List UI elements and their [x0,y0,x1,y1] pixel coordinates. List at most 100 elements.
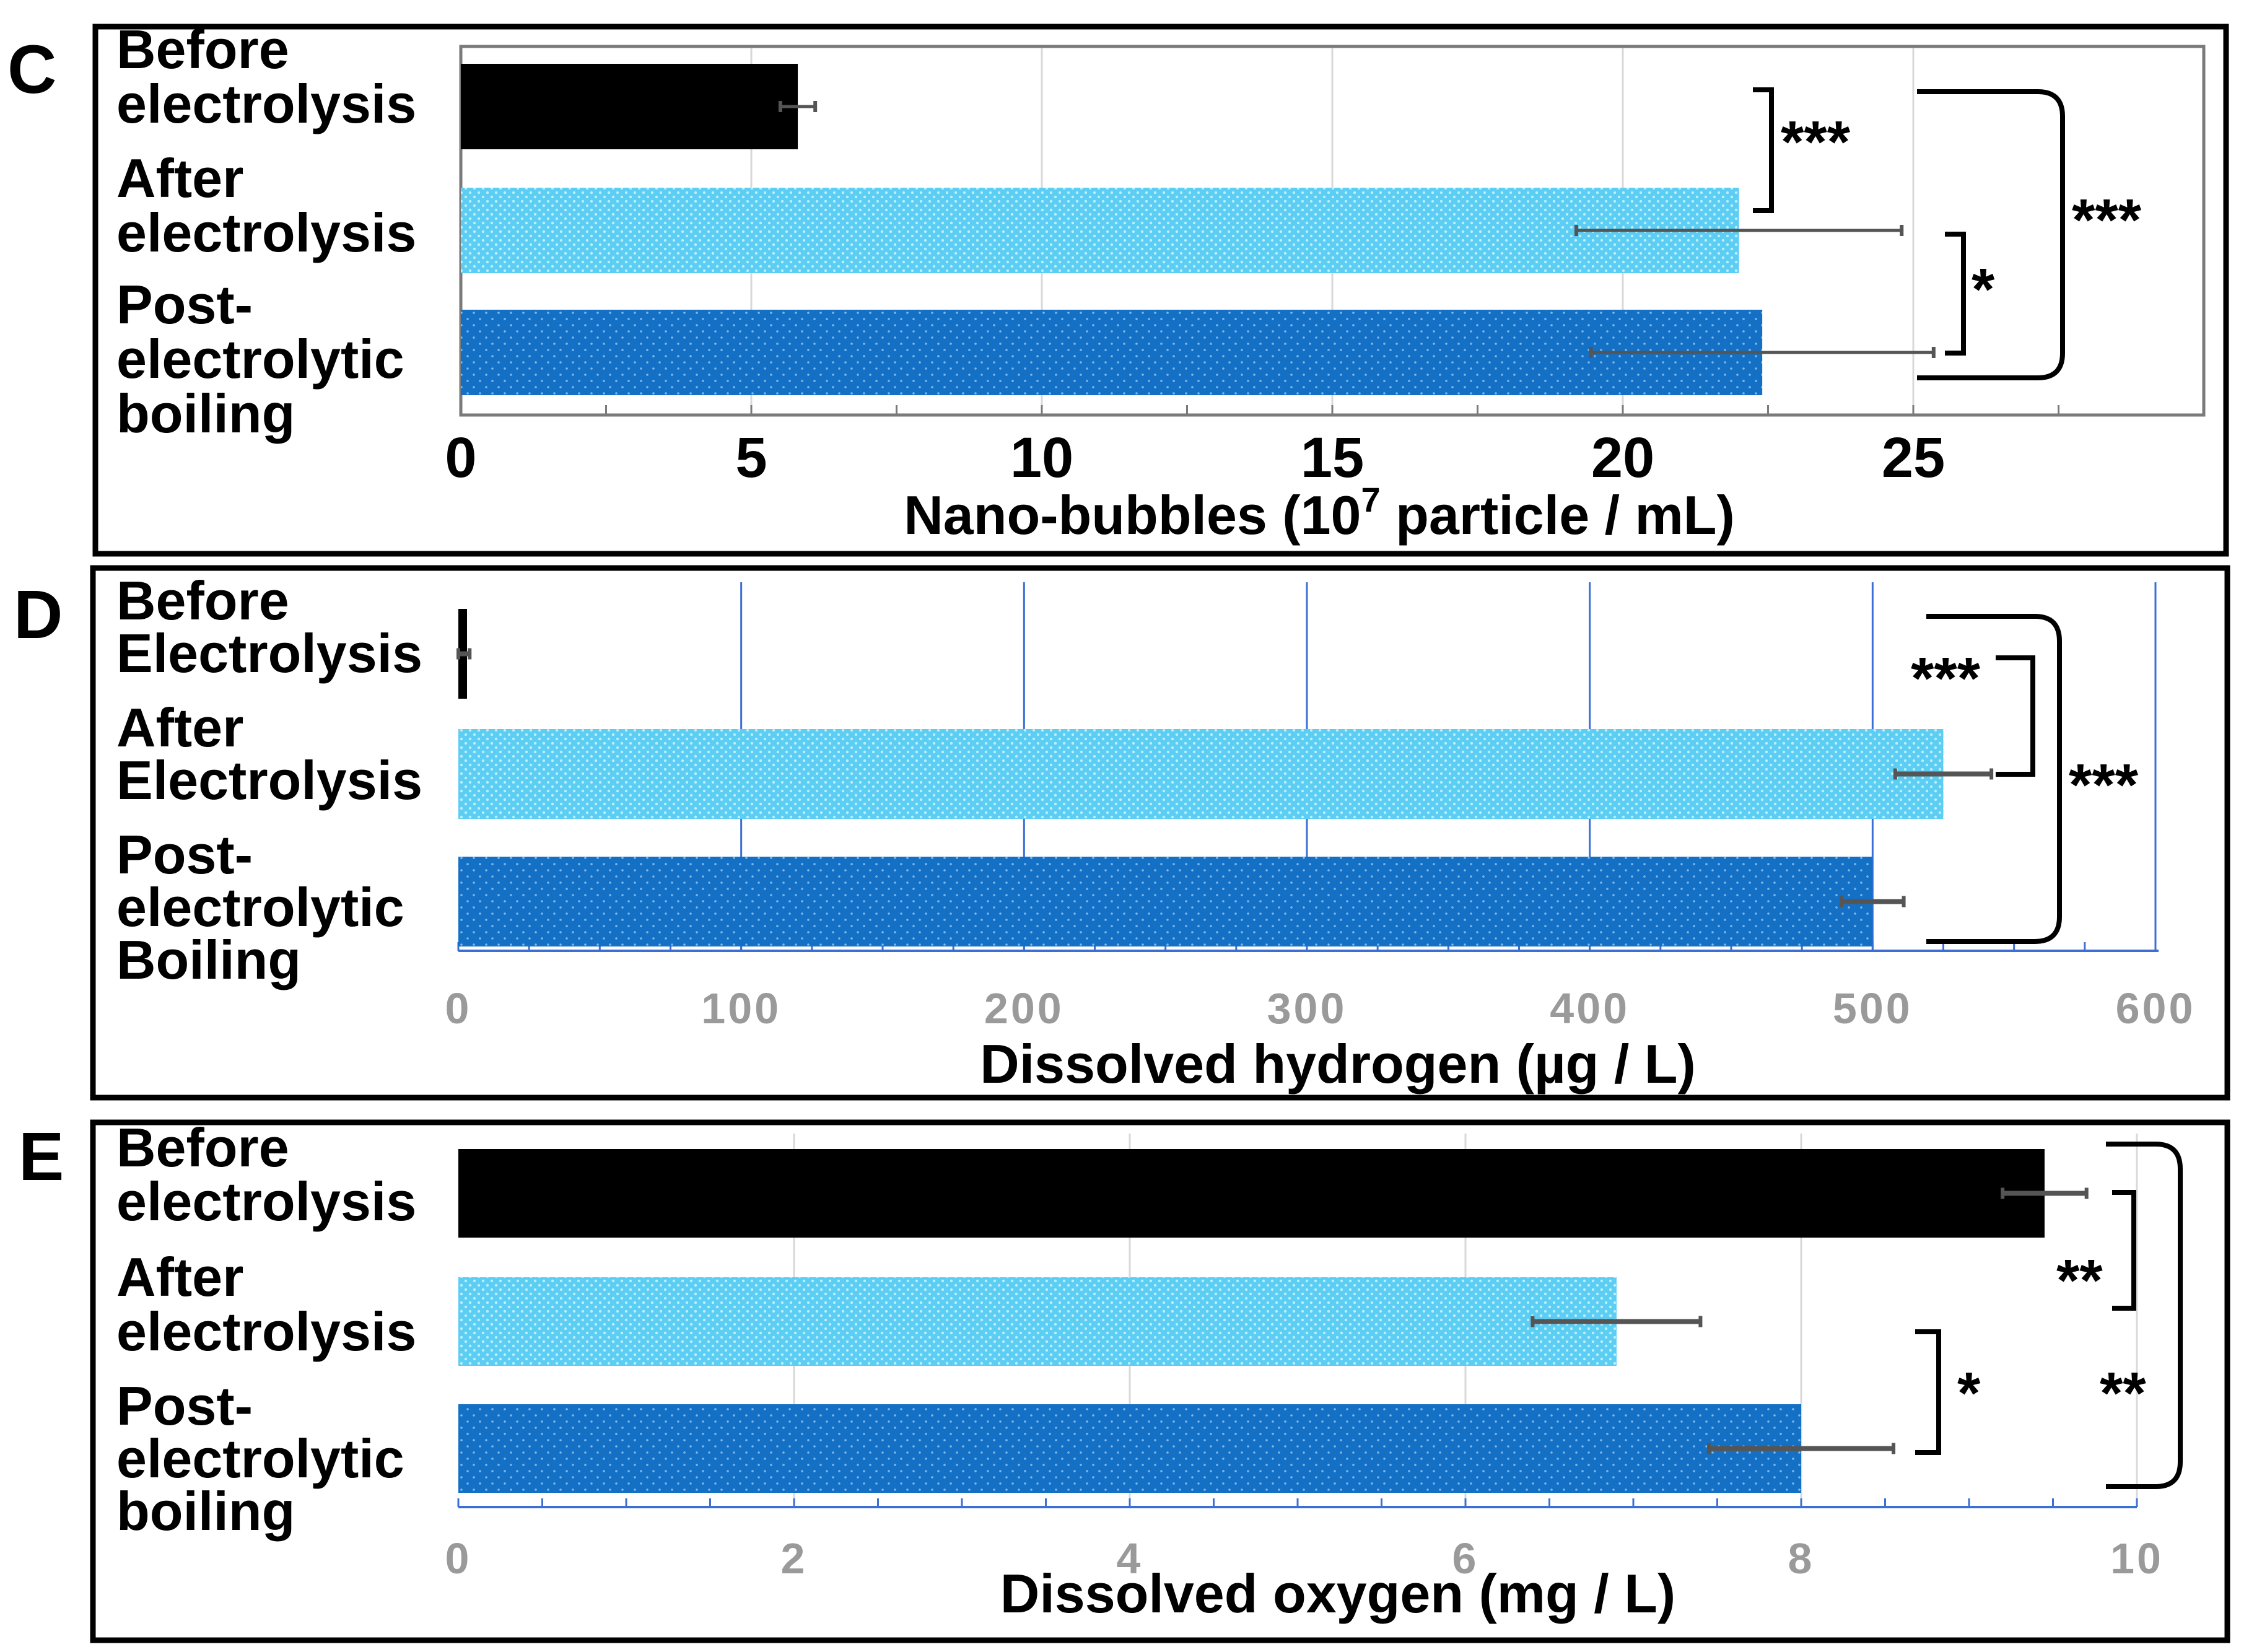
panel-d-significance-label: *** [2069,752,2139,818]
panel-d-category-label-after: After [116,697,243,758]
panel-e-category-label-post: electrolytic [116,1428,404,1489]
panel-e-bars [458,1149,2045,1493]
panel-c-error-bar-post [1589,347,1936,358]
panel-c-letter: C [7,32,56,108]
panel-e-tick-label: 0 [445,1534,472,1583]
panel-d-category-label-before: Before [116,570,289,631]
panel-d-frame [90,565,2230,1101]
panel-d-bracket-line [1926,614,2062,944]
panel-e-tick-labels: 0 2 4 6 8 10 [445,1534,2164,1583]
panel-c-significance-label: *** [2072,187,2142,253]
panel-c-bar-before [461,64,798,149]
panel-e-tick-label: 2 [781,1534,808,1583]
panel-e-category-label-post: boiling [116,1480,295,1542]
panel-c-category-label-post: boiling [116,383,295,444]
panel-e-significance-bracket: * [1915,1329,1981,1455]
panel-d-tick-label: 600 [2116,984,2196,1033]
panel-c-significance-label: *** [1781,109,1851,175]
panel-e-category-label-before: electrolysis [116,1171,416,1232]
panel-c-tick-label: 0 [445,426,476,489]
panel-d-tick-label: 200 [984,984,1064,1033]
panel-c-category-label-post: electrolytic [116,328,404,390]
panel-c-bracket-line [1917,89,2065,380]
panel-e-error-bars [1531,1187,2089,1454]
panel-d-bars [458,609,1944,946]
panel-d-x-axis-label: Dissolved hydrogen (µg / L) [980,1033,1696,1095]
panel-e-frame [90,1119,2230,1643]
panel-e-category-labels: BeforeelectrolysisAfterelectrolysisPost-… [116,1117,416,1542]
panel-c-bar-post [461,310,1763,395]
panel-e-significance: *** ** [1915,1142,2183,1489]
panel-d-bar-after [458,729,1944,819]
panel-e-significance-label: ** [2056,1248,2103,1314]
panel-d-bracket-line [1996,655,2035,777]
panel-d-significance-bracket: *** [1926,614,2139,944]
panel-e-significance-bracket: ** [2056,1190,2136,1314]
panel-c-tick-label: 15 [1301,426,1364,489]
panel-c-bracket-line [1753,87,1774,213]
panel-e-significance-label: ** [2100,1360,2146,1427]
panel-d-error-bar-after [1893,768,1994,780]
panel-d-significance-bracket: *** [1911,645,2035,777]
panel-c-bracket-line [1945,232,1966,356]
panel-d-error-bars [456,648,1994,907]
panel-d-tick-label: 0 [445,984,472,1033]
panel-e-x-axis-label-text: Dissolved oxygen (mg / L) [1000,1563,1675,1624]
panel-c-bar-after [461,188,1739,273]
panel-c-tick-label: 5 [735,426,767,489]
panel-e-significance-label: * [1957,1360,1981,1427]
panel-c-category-label-post: Post- [116,274,253,335]
panel-d-category-label-before: Electrolysis [116,623,422,684]
panel-d-x-axis-label-text: Dissolved hydrogen (µg / L) [980,1033,1696,1095]
panel-d-tick-labels: 0 100 200 300 400 500 600 [445,984,2196,1033]
panel-d-category-label-post: Boiling [116,929,301,990]
panel-c-error-bar-before [778,101,818,112]
panel-c-tick-labels: 0 5 10 15 20 25 [445,426,1945,489]
panel-e-tick-label: 8 [1788,1534,1815,1583]
panel-c-x-axis-label-text: Nano-bubbles (10 [904,484,1361,546]
panel-c-error-bars [778,101,1936,358]
panel-e-category-label-before: Before [116,1117,289,1178]
panel-e-error-bar-post [1706,1443,1896,1454]
panel-c-bars [461,64,1763,395]
panel-e-tick-label: 10 [2110,1534,2164,1583]
panel-c-x-axis-label-text-end: particle / mL) [1381,484,1735,546]
panel-e-bracket-line [2112,1190,2136,1311]
panel-e-error-bar-before [2001,1187,2089,1199]
panel-d-tick-label: 300 [1267,984,1347,1033]
panel-d-category-labels: BeforeElectrolysisAfterElectrolysisPost-… [116,570,422,990]
panel-d-bar-post [458,857,1873,946]
panel-e-bracket-line [1915,1329,1941,1455]
panel-d-category-label-after: Electrolysis [116,750,422,811]
panel-c-frame [92,24,2229,557]
panel-c: C BeforeelectrolysisAfterelectrolysisPos… [7,19,2229,557]
panel-e-bar-after [458,1277,1617,1366]
panel-c-x-axis-label: Nano-bubbles (107 particle / mL) [904,480,1735,546]
panel-e-tick-label: 4 [1117,1534,1143,1583]
panel-d-tick-label: 500 [1833,984,1913,1033]
panel-c-category-label-before: Before [116,19,289,80]
panel-e-x-axis-label: Dissolved oxygen (mg / L) [1000,1563,1675,1624]
panel-e-letter: E [19,1119,64,1195]
panel-c-category-label-after: After [116,147,243,209]
panel-d-significance: *** *** [1911,614,2139,944]
panel-c-significance-bracket: *** [1753,87,1851,213]
panel-e-bracket-line [2106,1142,2183,1489]
panel-e-significance-bracket: ** [2100,1142,2183,1489]
panel-d-tick-label: 400 [1550,984,1630,1033]
panel-c-significance: ******* [1753,87,2142,380]
panel-e-bar-post [458,1404,1801,1493]
panel-d-error-bar-before [456,648,472,660]
panel-e-category-label-after: electrolysis [116,1301,416,1362]
panel-c-error-bar-after [1574,225,1904,236]
panel-d: D BeforeElectrolysisAfterElectrolysisPos… [14,565,2230,1101]
panel-d-category-label-post: electrolytic [116,876,404,938]
panel-c-tick-label: 25 [1882,426,1945,489]
panel-c-significance-label: * [1972,256,1995,323]
panel-d-letter: D [14,577,63,653]
panel-c-category-label-before: electrolysis [116,73,416,134]
panel-d-category-label-post: Post- [116,824,253,885]
panel-c-x-axis-label-superscript: 7 [1361,480,1381,519]
panel-e-category-label-post: Post- [116,1375,253,1436]
